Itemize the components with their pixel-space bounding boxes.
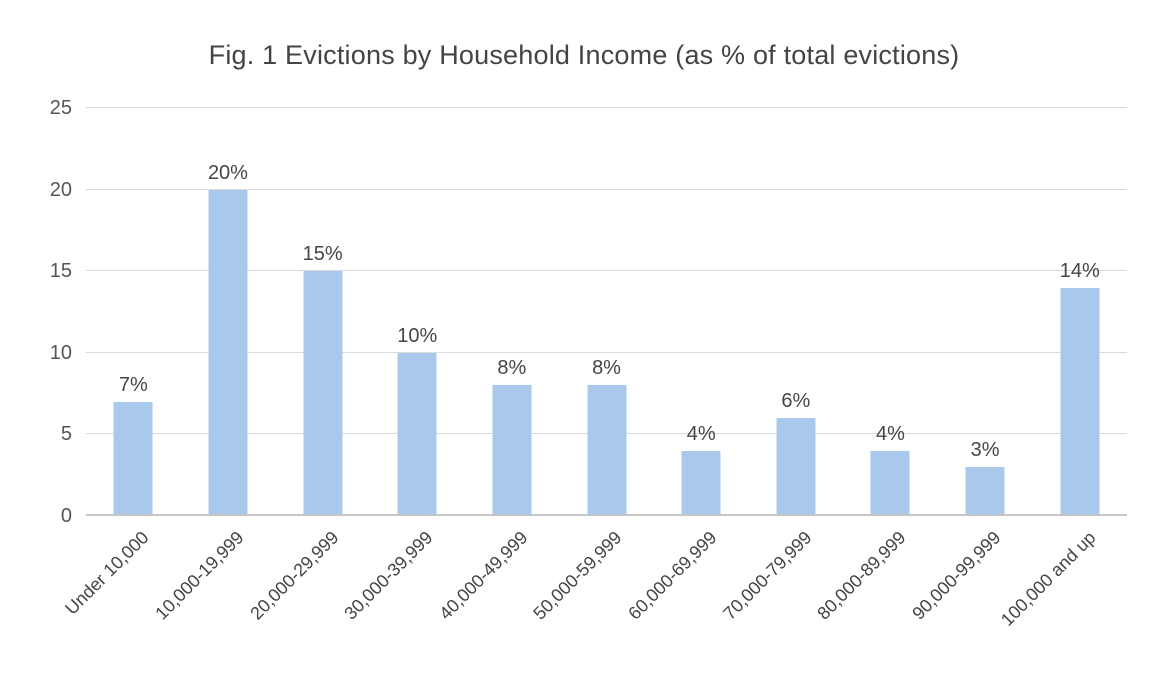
bar-value-label: 6%: [781, 390, 811, 413]
x-tick-label: 90,000-99,999: [908, 527, 1005, 624]
bar-column: 8% 40,000-49,999: [435, 108, 560, 624]
bar-column: 6% 70,000-79,999: [719, 108, 843, 624]
gridline: [86, 270, 1127, 272]
y-tick-label: 15: [49, 260, 72, 283]
x-tick-label: 20,000-29,999: [245, 527, 343, 624]
bar-column: 14% 100,000 and up: [997, 108, 1127, 630]
chart-title: Fig. 1 Evictions by Household Income (as…: [208, 40, 960, 70]
bar: [965, 467, 1005, 516]
bar-value-label: 3%: [970, 439, 1000, 462]
gridline: [86, 351, 1127, 353]
bar-column: 15% 20,000-29,999: [246, 108, 370, 623]
bar: [587, 385, 627, 516]
y-tick-label: 0: [60, 505, 72, 527]
bar-column: 3% 90,000-99,999: [908, 108, 1033, 624]
x-tick-label: 60,000-69,999: [624, 527, 721, 624]
plot-area: 7% Under 10,000 20% 10,000-19,999 15% 20,000-…: [61, 107, 1127, 630]
bar-value-label: 4%: [875, 422, 905, 445]
bar: [1060, 287, 1100, 516]
x-tick-label: Under 10,000: [61, 527, 153, 619]
bar-column: 10% 30,000-39,999: [340, 108, 465, 624]
bar: [681, 450, 721, 516]
y-tick-label: 5: [60, 423, 72, 446]
bar-column: 7% Under 10,000: [61, 108, 181, 619]
x-axis-line: [86, 514, 1127, 516]
bar-value-label: 8%: [497, 357, 527, 380]
bar-column: 4% 60,000-69,999: [624, 108, 749, 624]
y-axis: 0 5 10 15 20 25: [0, 98, 72, 526]
bar-value-label: 10%: [397, 324, 438, 347]
bar: [492, 385, 532, 516]
bar: [870, 450, 910, 516]
x-tick-label: 30,000-39,999: [340, 527, 437, 624]
bar: [776, 418, 816, 516]
x-tick-label: 10,000-19,999: [151, 527, 248, 624]
bar-column: 20% 10,000-19,999: [151, 108, 276, 624]
bars: 7% Under 10,000 20% 10,000-19,999 15% 20,000-…: [61, 108, 1127, 630]
bar-column: 4% 80,000-89,999: [814, 108, 938, 624]
y-tick-label: 20: [49, 178, 72, 201]
bar: [303, 271, 343, 516]
bar-value-label: 7%: [118, 373, 148, 396]
bar: [208, 189, 248, 516]
bar: [113, 401, 153, 516]
x-tick-label: 80,000-89,999: [813, 527, 910, 624]
x-tick-label: 100,000 and up: [996, 527, 1100, 630]
x-tick-label: 40,000-49,999: [435, 527, 532, 624]
x-tick-label: 50,000-59,999: [529, 527, 626, 624]
bar-column: 8% 50,000-59,999: [530, 108, 654, 624]
bar-value-label: 8%: [592, 357, 621, 380]
bar-value-label: 15%: [302, 243, 343, 266]
bar-value-label: 4%: [686, 422, 716, 445]
y-tick-label: 10: [49, 341, 72, 364]
x-tick-label: 70,000-79,999: [719, 527, 816, 624]
bar-value-label: 20%: [207, 161, 248, 184]
bar: [397, 352, 437, 516]
gridline: [86, 107, 1127, 108]
bar-value-label: 14%: [1059, 259, 1100, 282]
gridline: [86, 188, 1127, 190]
y-tick-label: 25: [49, 97, 72, 119]
